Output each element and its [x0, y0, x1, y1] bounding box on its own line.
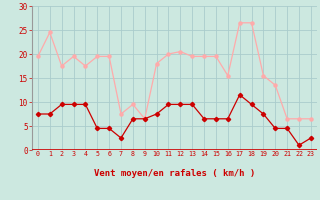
X-axis label: Vent moyen/en rafales ( km/h ): Vent moyen/en rafales ( km/h ) [94, 168, 255, 178]
